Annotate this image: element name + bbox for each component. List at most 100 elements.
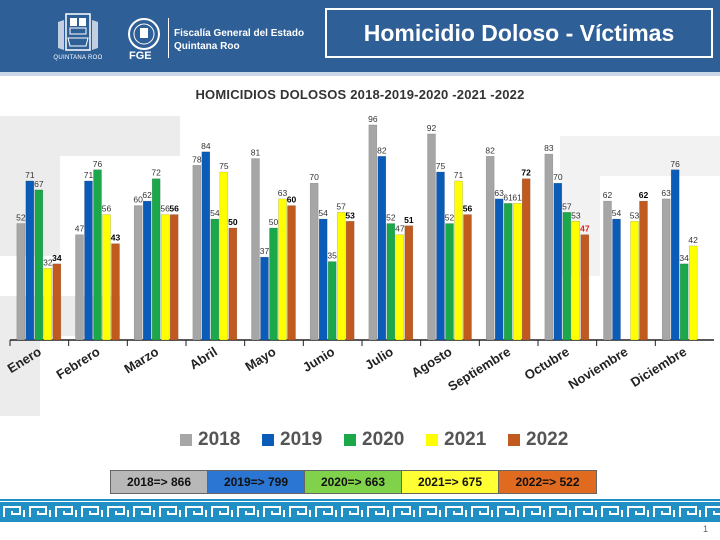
data-label: 75	[219, 161, 229, 171]
bar-2021-Mayo	[278, 198, 287, 341]
bar-2022-Junio	[345, 221, 355, 341]
bar-2018-Agosto	[427, 133, 436, 341]
data-label: 70	[553, 172, 563, 182]
bar-2018-Mayo	[251, 158, 260, 341]
bar-2018-Enero	[16, 223, 26, 341]
data-label: 78	[192, 154, 202, 164]
data-label: 47	[580, 224, 590, 234]
bar-2019-Noviembre	[612, 218, 621, 341]
total-box: 2018=> 866	[111, 471, 208, 493]
bar-2020-Marzo	[151, 178, 161, 341]
data-label: 32	[43, 257, 53, 267]
category-label: Julio	[362, 344, 396, 373]
header-strip	[0, 72, 720, 76]
data-label: 53	[630, 210, 640, 220]
bar-2019-Agosto	[436, 171, 445, 341]
data-label: 81	[251, 148, 261, 158]
legend-label: 2018	[198, 429, 241, 450]
data-label: 67	[34, 179, 44, 189]
bar-2021-Septiembre	[512, 203, 522, 341]
bar-2018-Febrero	[75, 234, 84, 341]
bar-2018-Junio	[309, 182, 319, 341]
fret-motif	[419, 506, 441, 517]
category-label: Agosto	[409, 344, 455, 380]
org-name-line1: Fiscalía General del Estado	[174, 28, 305, 39]
bar-2021-Agosto	[454, 180, 463, 341]
legend-swatch	[508, 434, 520, 446]
bar-2019-Junio	[318, 218, 328, 341]
category-label: Enero	[5, 344, 44, 376]
category-label: Junio	[300, 344, 337, 375]
category-label: Marzo	[121, 344, 161, 377]
bar-2021-Junio	[336, 212, 346, 341]
data-label: 47	[395, 224, 405, 234]
data-label: 57	[336, 201, 346, 211]
slide-title: Homicidio Doloso - Víctimas	[363, 19, 675, 46]
data-label: 62	[639, 190, 649, 200]
fret-motif	[185, 506, 207, 517]
bar-2018-Diciembre	[661, 198, 671, 341]
bar-2020-Octubre	[562, 212, 572, 341]
data-label: 54	[612, 208, 622, 218]
data-label: 56	[102, 204, 112, 214]
data-label: 96	[368, 114, 378, 124]
legend-label: 2022	[526, 429, 569, 450]
bar-2022-Abril	[228, 227, 238, 341]
data-label: 47	[75, 224, 85, 234]
data-label: 42	[688, 235, 698, 245]
bar-2019-Septiembre	[494, 198, 504, 341]
legend-item-2019: 2019	[262, 428, 322, 452]
fret-motif	[211, 506, 233, 517]
bar-2020-Abril	[210, 218, 220, 341]
bar-2018-Septiembre	[485, 156, 495, 341]
data-label: 82	[377, 145, 387, 155]
total-box: 2020=> 663	[305, 471, 402, 493]
bar-2018-Marzo	[133, 205, 143, 341]
page-number: 1	[702, 524, 708, 534]
bar-2019-Diciembre	[670, 169, 680, 341]
fret-motif	[497, 506, 519, 517]
legend-item-2020: 2020	[344, 428, 404, 452]
data-label: 54	[210, 208, 220, 218]
legend-item-2021: 2021	[426, 428, 486, 452]
fret-motif	[315, 506, 337, 517]
bar-2018-Noviembre	[603, 200, 612, 341]
legend-swatch	[262, 434, 274, 446]
totals-bar: 2018=> 866 2019=> 799 2020=> 663 2021=> 675…	[110, 470, 597, 494]
title-box: Homicidio Doloso - Víctimas	[325, 8, 713, 58]
bar-2021-Octubre	[571, 221, 581, 341]
fret-motif	[81, 506, 103, 517]
category-label: Octubre	[522, 344, 572, 383]
data-label: 63	[494, 188, 504, 198]
fret-motif	[367, 506, 389, 517]
bar-2019-Enero	[25, 180, 35, 341]
category-label: Septiembre	[445, 344, 513, 394]
org-name-line2: Quintana Roo	[174, 41, 240, 52]
state-logo-text: QUINTANA ROO	[53, 55, 103, 61]
fret-motif	[549, 506, 571, 517]
data-label: 57	[562, 201, 572, 211]
fret-motif	[263, 506, 285, 517]
data-label: 54	[318, 208, 328, 218]
data-label: 71	[454, 170, 464, 180]
data-label: 63	[661, 188, 671, 198]
data-label: 50	[269, 217, 279, 227]
fret-motif	[159, 506, 181, 517]
bar-2022-Mayo	[287, 205, 296, 341]
fge-seal-icon	[128, 18, 160, 50]
data-label: 62	[142, 190, 152, 200]
chart-title: HOMICIDIOS DOLOSOS 2018-2019-2020 -2021 …	[195, 87, 525, 102]
data-label: 52	[16, 213, 26, 223]
bar-2020-Enero	[34, 189, 44, 341]
bar-2021-Enero	[43, 268, 53, 341]
legend-item-2018: 2018	[180, 428, 240, 452]
category-label: Febrero	[54, 344, 103, 382]
bar-2019-Julio	[377, 156, 387, 341]
data-label: 51	[404, 215, 414, 225]
legend-swatch	[426, 434, 438, 446]
bar-2020-Febrero	[93, 169, 102, 341]
bar-2018-Octubre	[544, 153, 554, 341]
bar-2022-Julio	[404, 225, 414, 341]
legend-swatch	[180, 434, 192, 446]
